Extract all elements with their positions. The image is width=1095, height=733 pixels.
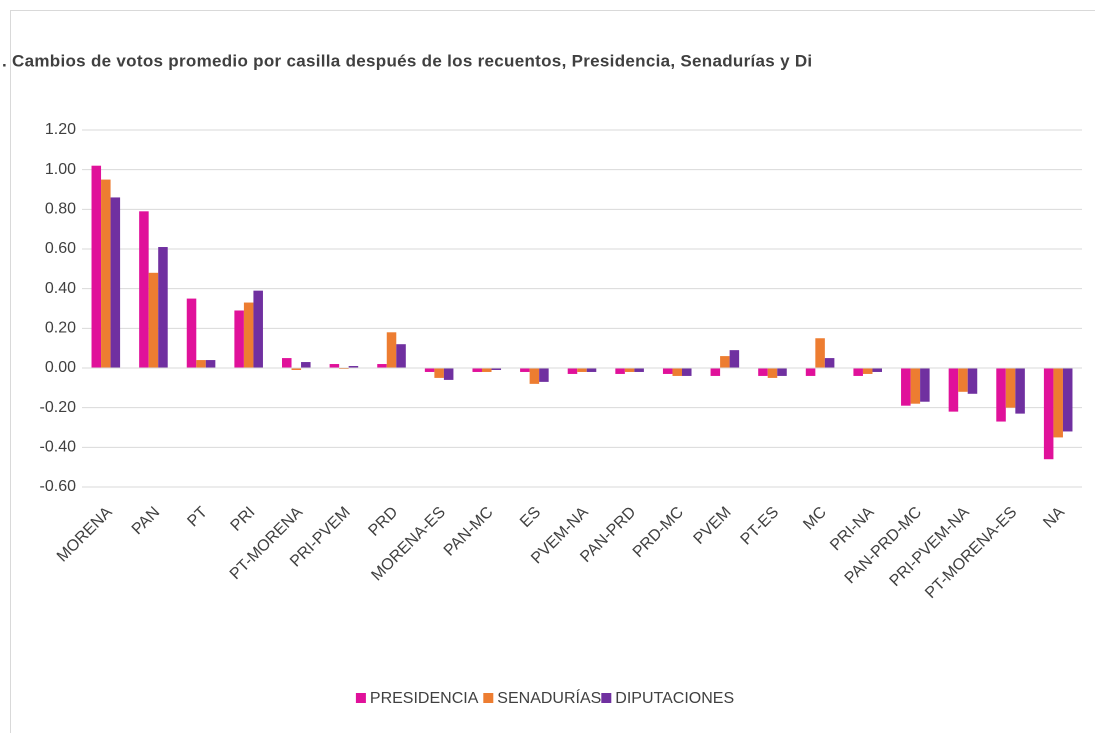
chart-frame — [10, 10, 1095, 733]
y-tick-label: -0.40 — [40, 439, 77, 456]
bar — [472, 368, 482, 372]
y-tick-label: 0.60 — [45, 240, 76, 257]
bar — [920, 368, 930, 402]
bar — [805, 368, 816, 376]
bar — [872, 368, 882, 372]
bar — [824, 358, 835, 368]
bar — [624, 368, 635, 372]
bar — [539, 368, 549, 382]
bar — [396, 344, 406, 368]
bar — [767, 368, 778, 378]
bar — [853, 368, 863, 376]
legend-label: SENADURÍAS — [497, 688, 601, 707]
bar — [253, 290, 263, 368]
bar — [815, 338, 825, 368]
legend-swatch — [601, 693, 612, 703]
y-tick-label: 0.40 — [45, 280, 76, 297]
legend-swatch — [355, 693, 366, 703]
bar — [996, 368, 1006, 422]
legend-label: DIPUTACIONES — [615, 690, 734, 707]
bar — [586, 368, 597, 372]
y-tick-label: 1.20 — [45, 121, 76, 138]
y-tick-label: 0.00 — [45, 359, 76, 376]
bar — [862, 368, 873, 374]
bar — [967, 368, 978, 394]
bar — [910, 368, 921, 404]
bar — [1015, 368, 1025, 414]
bar — [282, 358, 292, 368]
y-tick-label: 0.20 — [45, 320, 76, 337]
bar — [110, 197, 121, 368]
chart-title: . Cambios de votos promedio por casilla … — [2, 51, 812, 70]
bar — [243, 302, 254, 368]
bar — [520, 368, 530, 372]
bar — [1043, 368, 1054, 460]
bar — [186, 298, 197, 368]
bar — [529, 368, 540, 384]
bar — [1005, 368, 1016, 408]
bar — [1053, 368, 1063, 438]
bar — [729, 350, 740, 368]
bar — [901, 368, 911, 406]
bar — [91, 165, 102, 368]
legend-label: PRESIDENCIA — [370, 690, 479, 707]
bar — [777, 368, 787, 376]
y-tick-label: 0.80 — [45, 201, 76, 218]
bar — [1062, 368, 1073, 432]
bar — [348, 366, 359, 368]
bar — [662, 368, 673, 374]
bar — [672, 368, 682, 376]
bar — [291, 368, 302, 370]
bar — [205, 360, 216, 368]
y-tick-label: 1.00 — [45, 161, 76, 178]
bar — [158, 247, 168, 368]
bar — [101, 179, 111, 368]
bar — [577, 368, 587, 372]
bar — [482, 368, 492, 372]
bar — [386, 332, 397, 368]
y-tick-label: -0.20 — [40, 399, 77, 416]
bar — [948, 368, 959, 412]
bar — [758, 368, 768, 376]
bar — [567, 368, 578, 374]
bar — [634, 368, 644, 372]
bar — [443, 368, 454, 380]
bar — [424, 368, 435, 372]
bar — [615, 368, 625, 374]
bar — [148, 272, 159, 368]
legend-swatch — [483, 693, 494, 703]
bar — [491, 368, 502, 370]
bar — [234, 310, 244, 368]
bar — [301, 362, 311, 368]
bar — [720, 356, 730, 368]
bar — [377, 364, 387, 368]
bar — [196, 360, 206, 368]
bar — [329, 364, 340, 368]
bar — [710, 368, 721, 376]
bar — [139, 211, 149, 368]
y-tick-label: -0.60 — [40, 478, 77, 495]
bar — [434, 368, 444, 378]
bar — [682, 368, 692, 376]
bar — [958, 368, 968, 392]
